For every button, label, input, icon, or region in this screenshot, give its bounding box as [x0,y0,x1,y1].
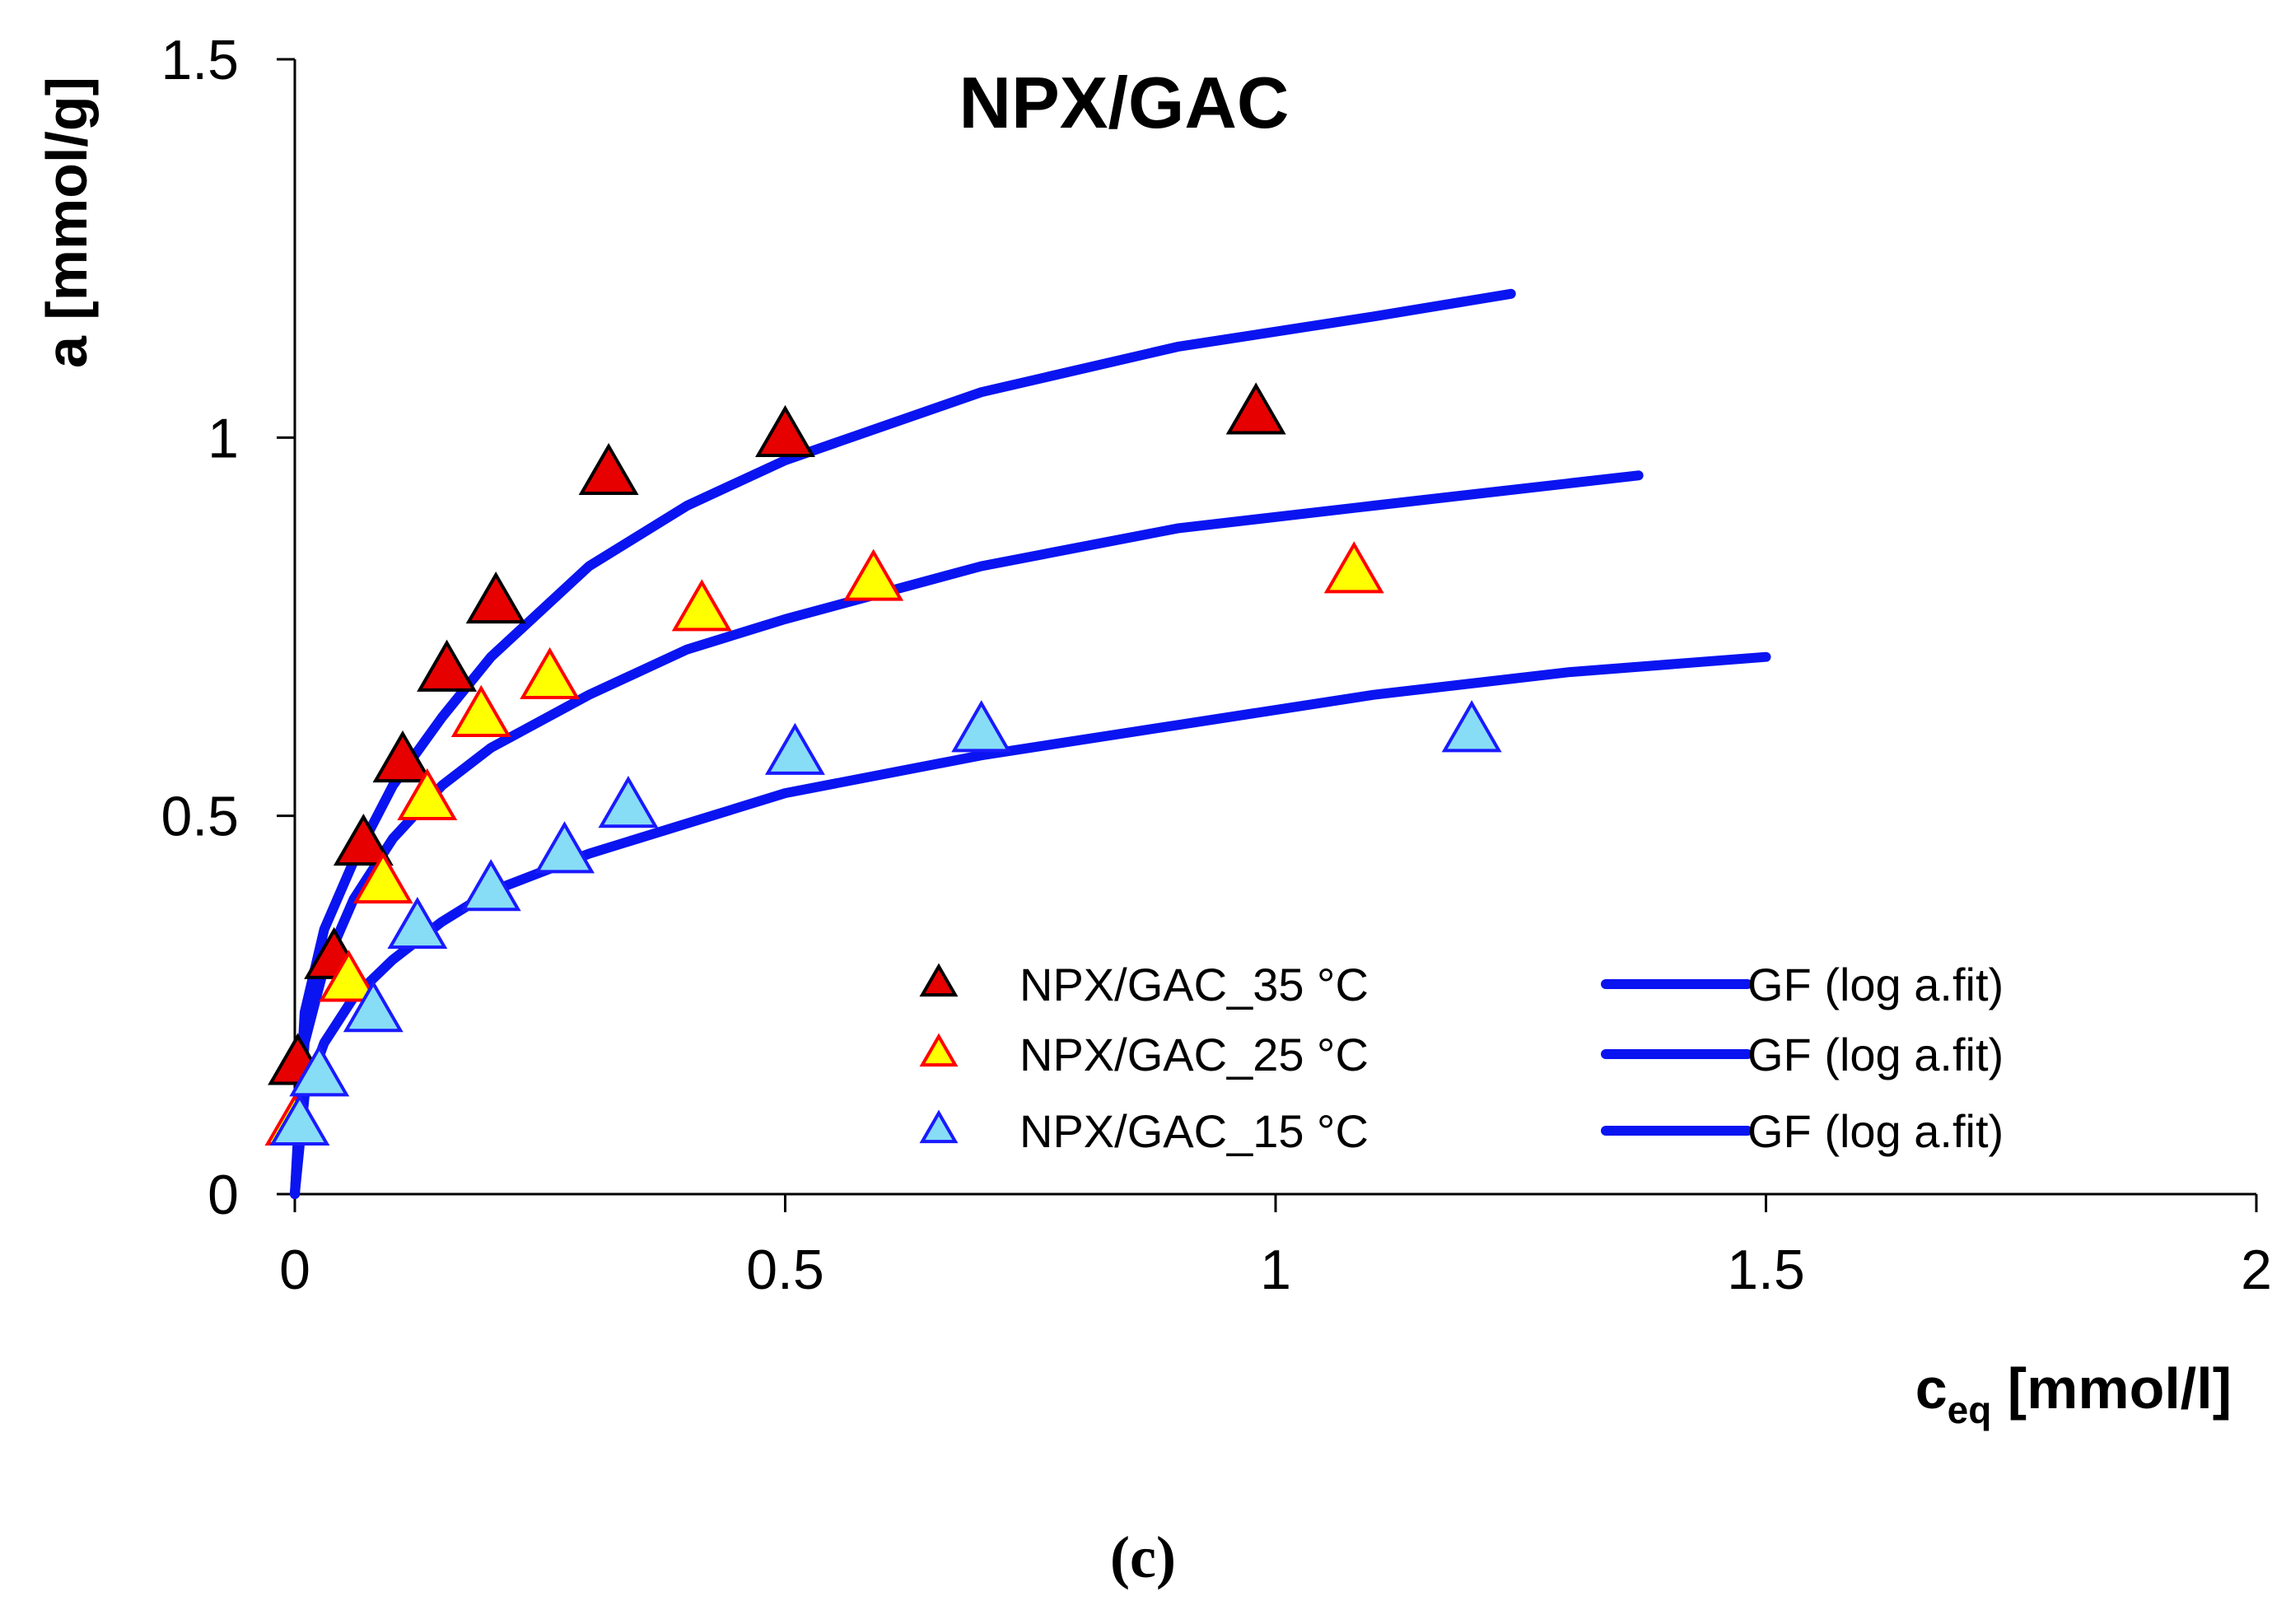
marker-series-2 [671,579,732,632]
legend-marker [919,963,959,997]
legend: NPX/GAC_35 °C NPX/GAC_25 °C NPX/GAC_15 °C G… [919,959,2004,1157]
legend-marker [919,1033,959,1067]
x-tick-label: 0.5 [746,1239,824,1301]
marker-series-3 [387,897,448,950]
x-axis-label-main: c [1915,1356,1948,1421]
y-tick-label: 1.5 [161,29,239,91]
marker-series-3 [289,1044,350,1097]
marker-series-2 [450,684,511,737]
marker-series-2 [1323,541,1384,594]
x-axis-label-sub: eq [1948,1388,1992,1431]
marker-series-1 [578,442,639,495]
marker-series-1 [417,639,478,692]
marker-series-1 [372,730,433,783]
marker-series-3 [1441,700,1502,753]
x-tick-label: 2 [2241,1239,2272,1301]
panel-label: (c) [1110,1524,1176,1590]
legend-label: GF (log a.fit) [1747,1105,2004,1157]
legend-label: NPX/GAC_25 °C [1019,1029,1369,1080]
marker-series-3 [534,821,595,874]
x-tick-label: 1.5 [1727,1239,1805,1301]
fit-line-1 [290,288,1516,1199]
x-tick-label: 0 [279,1239,310,1301]
x-axis-label: ceq [mmol/l] [1915,1356,2232,1431]
marker-series-3 [951,700,1012,753]
y-axis-label: a [mmol/g] [35,77,99,368]
marker-series-1 [1225,382,1286,435]
markers [264,382,1502,1146]
legend-label: GF (log a.fit) [1747,959,2004,1010]
marker-series-3 [343,980,404,1033]
marker-series-3 [598,776,659,828]
legend-label: GF (log a.fit) [1747,1029,2004,1080]
legend-marker [919,1109,959,1144]
fit-line-3 [290,651,1771,1199]
marker-series-3 [460,859,521,912]
marker-series-1 [333,813,394,866]
marker-series-1 [465,572,526,624]
marker-series-3 [269,1093,330,1146]
x-tick-label: 1 [1260,1239,1291,1301]
marker-series-1 [755,404,815,458]
y-tick-label: 0.5 [161,786,239,848]
chart-title: NPX/GAC [959,62,1290,143]
y-tick-label: 1 [208,407,239,469]
y-tick-label: 0 [208,1164,239,1226]
legend-label: NPX/GAC_15 °C [1019,1105,1369,1157]
x-axis-label-unit: [mmol/l] [1991,1356,2232,1421]
marker-series-2 [520,646,581,700]
marker-series-2 [319,950,379,1002]
legend-label: NPX/GAC_35 °C [1019,959,1369,1010]
marker-series-2 [352,851,413,904]
marker-series-3 [764,722,825,775]
marker-series-2 [843,548,904,601]
marker-series-2 [397,768,458,821]
